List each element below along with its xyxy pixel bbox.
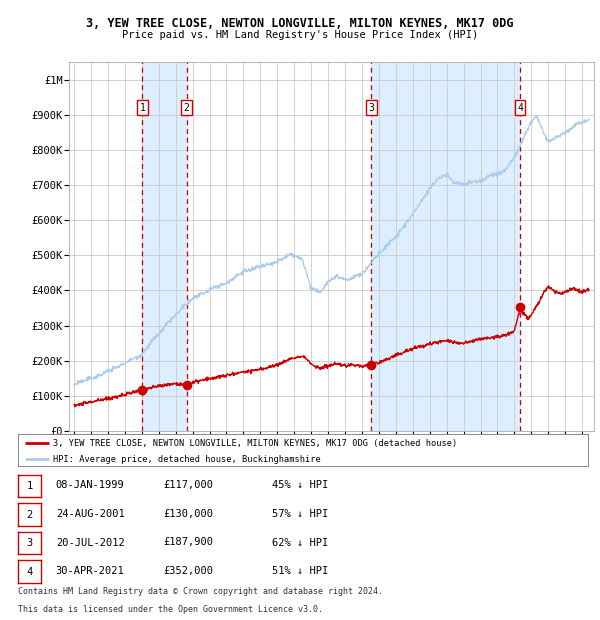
Text: 24-AUG-2001: 24-AUG-2001: [56, 509, 125, 519]
Text: Price paid vs. HM Land Registry's House Price Index (HPI): Price paid vs. HM Land Registry's House …: [122, 30, 478, 40]
Text: £352,000: £352,000: [164, 566, 214, 576]
Text: This data is licensed under the Open Government Licence v3.0.: This data is licensed under the Open Gov…: [18, 604, 323, 614]
Text: 62% ↓ HPI: 62% ↓ HPI: [272, 538, 328, 547]
Text: 45% ↓ HPI: 45% ↓ HPI: [272, 480, 328, 490]
Text: £117,000: £117,000: [164, 480, 214, 490]
Text: 3: 3: [368, 103, 374, 113]
Text: 20-JUL-2012: 20-JUL-2012: [56, 538, 125, 547]
Text: 08-JAN-1999: 08-JAN-1999: [56, 480, 125, 490]
Text: Contains HM Land Registry data © Crown copyright and database right 2024.: Contains HM Land Registry data © Crown c…: [18, 587, 383, 596]
Text: £187,900: £187,900: [164, 538, 214, 547]
Text: 1: 1: [26, 481, 32, 491]
Text: 4: 4: [26, 567, 32, 577]
Bar: [371, 62, 520, 431]
Text: 3, YEW TREE CLOSE, NEWTON LONGVILLE, MILTON KEYNES, MK17 0DG (detached house): 3, YEW TREE CLOSE, NEWTON LONGVILLE, MIL…: [53, 438, 458, 448]
Text: HPI: Average price, detached house, Buckinghamshire: HPI: Average price, detached house, Buck…: [53, 454, 321, 464]
Text: 1: 1: [139, 103, 145, 113]
Text: 4: 4: [517, 103, 523, 113]
Text: 57% ↓ HPI: 57% ↓ HPI: [272, 509, 328, 519]
Text: 2: 2: [26, 510, 32, 520]
Text: 2: 2: [184, 103, 190, 113]
Text: 3: 3: [26, 538, 32, 548]
Text: 51% ↓ HPI: 51% ↓ HPI: [272, 566, 328, 576]
Bar: [142, 62, 187, 431]
Text: 3, YEW TREE CLOSE, NEWTON LONGVILLE, MILTON KEYNES, MK17 0DG: 3, YEW TREE CLOSE, NEWTON LONGVILLE, MIL…: [86, 17, 514, 30]
Text: 30-APR-2021: 30-APR-2021: [56, 566, 125, 576]
Text: £130,000: £130,000: [164, 509, 214, 519]
